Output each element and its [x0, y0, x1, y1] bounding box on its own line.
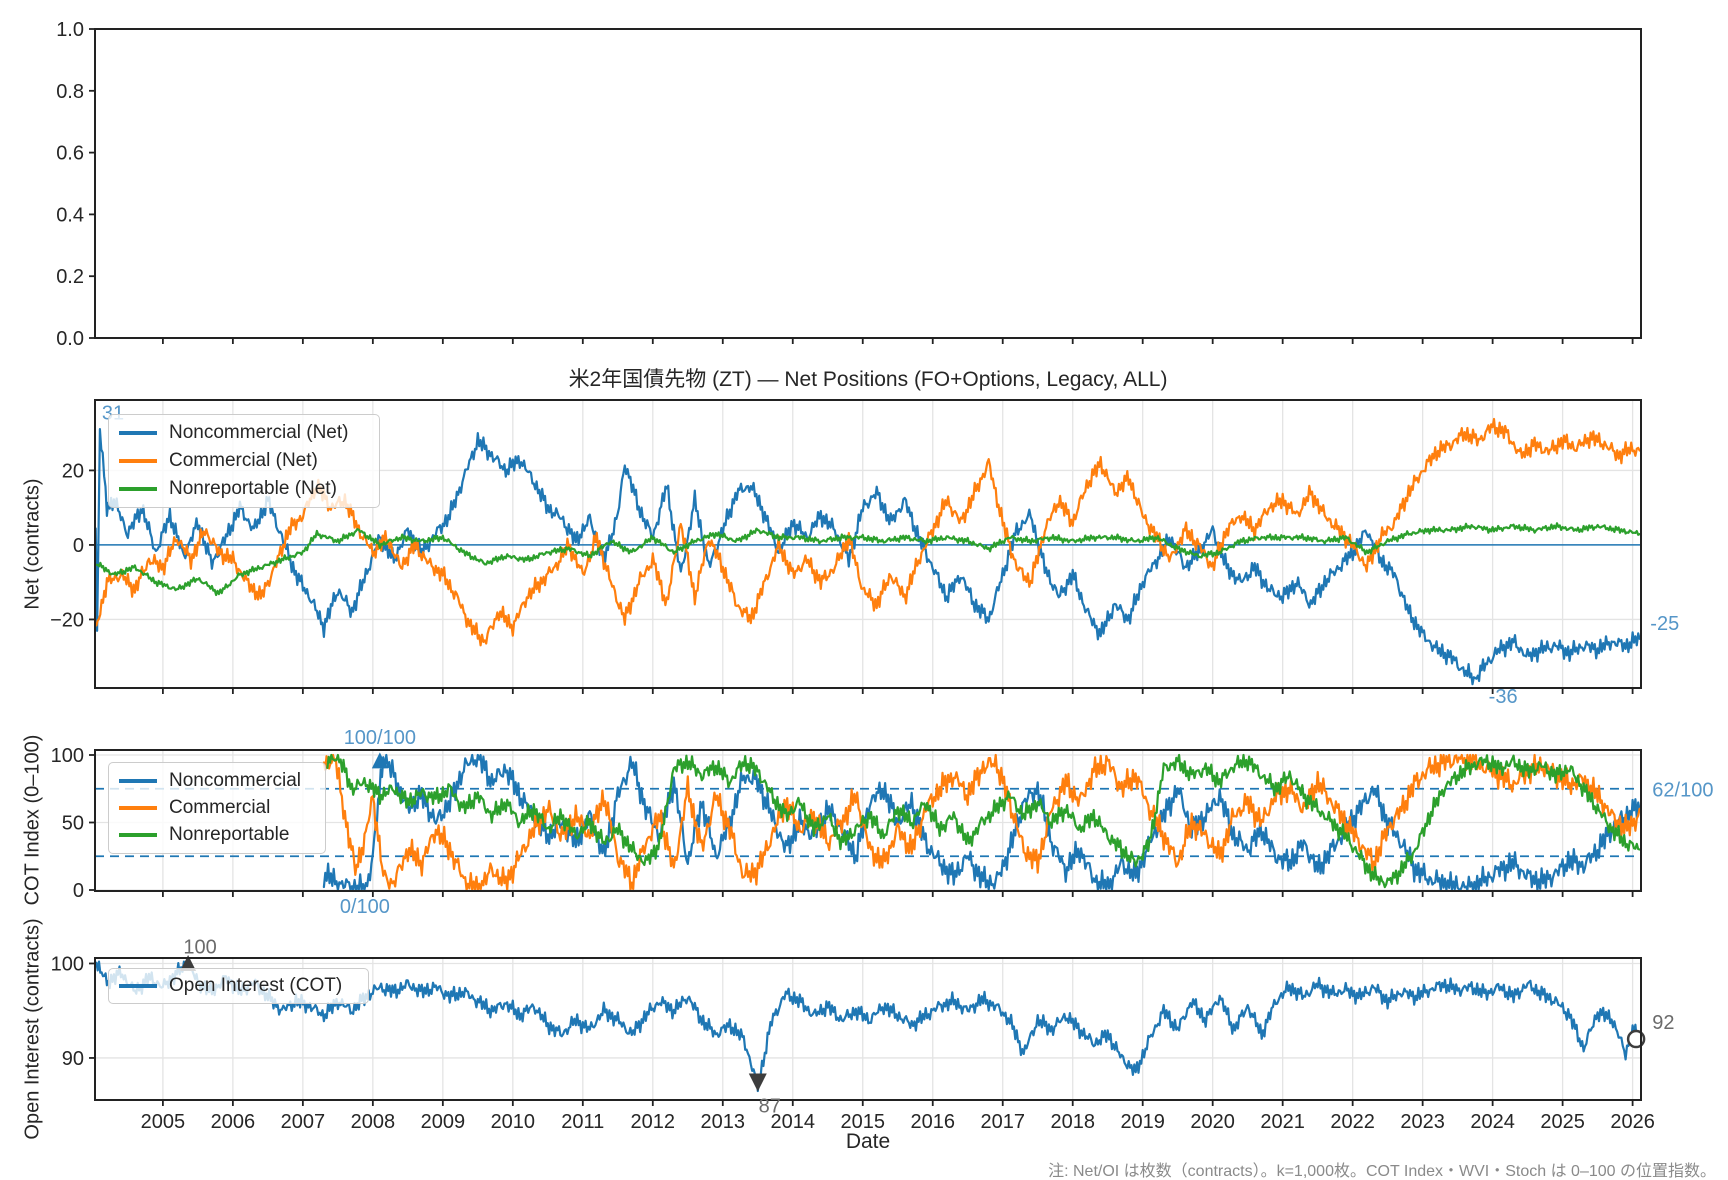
legend-label: Open Interest (COT): [169, 975, 343, 996]
y-tick-label: 0.6: [56, 143, 84, 165]
subplot-2: 0 50 100 100/100 0/100 62/100: [51, 727, 1714, 918]
x-tick-label: 2007: [281, 1111, 326, 1133]
y-tick-label: 1.0: [56, 19, 84, 41]
annotation-100/100: 100/100: [344, 727, 416, 749]
series-line: [94, 428, 1641, 686]
series-line: [95, 522, 1641, 597]
legend-item-noncommercial-net: Noncommercial (Net): [119, 422, 369, 444]
max-marker-icon: [371, 752, 388, 769]
y-axis-label-net: Net (contracts): [21, 478, 44, 610]
y-tick-label: 0.0: [56, 328, 84, 350]
legend-label: Noncommercial (Net): [169, 422, 349, 443]
tick-marks: [89, 962, 1634, 1106]
line-swatch-blue-icon: [119, 778, 157, 783]
line-swatch-blue-icon: [119, 431, 157, 435]
series-line: [322, 753, 1641, 892]
x-tick-label: 2015: [841, 1111, 886, 1133]
y-tick-label: 0.8: [56, 81, 84, 103]
annotation-87: 87: [759, 1096, 781, 1118]
y-tick-label: 100: [51, 745, 84, 767]
annotation-92: 92: [1652, 1012, 1674, 1034]
x-tick-label: 2013: [701, 1111, 746, 1133]
legend-item-nonreportable-net: Nonreportable (Net): [119, 478, 369, 500]
annotation-100: 100: [183, 937, 216, 959]
y-tick-label: 0: [73, 535, 84, 557]
subplot-0: 0.0 0.2 0.4 0.6 0.8 1.0: [56, 19, 1642, 350]
footnote: 注: Net/OI は枚数（contracts）。k=1,000枚。COT In…: [1048, 1163, 1716, 1180]
subplot-1: −2002031-25-36: [50, 399, 1679, 708]
x-tick-label: 2017: [980, 1111, 1025, 1133]
line-swatch-blue-icon: [119, 984, 157, 988]
x-tick-label: 2010: [491, 1111, 536, 1133]
legend-cot-index: Noncommercial Commercial Nonreportable: [108, 762, 326, 854]
series-line: [326, 753, 1641, 889]
x-tick-label: 2019: [1120, 1111, 1165, 1133]
legend-item-commercial-net: Commercial (Net): [119, 450, 369, 472]
x-tick-label: 2005: [141, 1111, 186, 1133]
x-tick-label: 2023: [1400, 1111, 1445, 1133]
legend-label: Nonreportable (Net): [169, 478, 337, 499]
legend-item-noncommercial: Noncommercial: [119, 770, 315, 792]
y-tick-label: 20: [62, 460, 84, 482]
annotation-62/100: 62/100: [1652, 779, 1713, 801]
legend-label: Nonreportable: [169, 824, 290, 846]
y-tick-label: 100: [51, 953, 84, 975]
y-tick-label: −20: [50, 609, 84, 631]
x-tick-label: 2016: [910, 1111, 955, 1133]
legend-net-positions: Noncommercial (Net) Commercial (Net) Non…: [108, 414, 380, 508]
y-axis-label-open-interest: Open Interest (contracts): [21, 918, 44, 1140]
tick-marks: [89, 469, 1634, 694]
x-tick-label: 2012: [631, 1111, 676, 1133]
x-tick-label: 2024: [1470, 1111, 1515, 1133]
annotation-0/100: 0/100: [340, 896, 390, 918]
x-tick-label: 2011: [561, 1111, 604, 1133]
series-line: [95, 960, 1641, 1093]
axes-frame: [94, 749, 1642, 892]
series-line: [95, 417, 1641, 647]
x-tick-label: 2018: [1050, 1111, 1095, 1133]
y-tick-label: 50: [62, 812, 84, 834]
y-axis-label-cot-index: COT Index (0–100): [21, 734, 44, 906]
x-tick-label: 2006: [211, 1111, 256, 1133]
x-tick-label: 2020: [1190, 1111, 1235, 1133]
subplot-3: 90 100 2005 2006 2007 2008 2009 2010 2011 2012 201…: [51, 937, 1675, 1133]
x-tick-label: 2026: [1610, 1111, 1655, 1133]
min-marker-icon: [748, 1073, 767, 1092]
tick-marks: [89, 28, 1634, 344]
x-tick-label: 2021: [1260, 1111, 1305, 1133]
chart-title: 米2年国債先物 (ZT) — Net Positions (FO+Options…: [568, 368, 1168, 391]
x-tick-label: 2022: [1330, 1111, 1375, 1133]
y-tick-label: 0.2: [56, 266, 84, 288]
y-tick-label: 0: [73, 880, 84, 902]
legend-label: Commercial: [169, 796, 271, 818]
x-tick-label: 2025: [1540, 1111, 1585, 1133]
legend-item-commercial: Commercial: [119, 797, 315, 819]
x-tick-label: 2014: [771, 1111, 816, 1133]
x-axis-label: Date: [845, 1130, 891, 1153]
line-swatch-orange-icon: [119, 459, 157, 463]
line-swatch-orange-icon: [119, 805, 157, 810]
legend-item-nonreportable: Nonreportable: [119, 824, 315, 846]
legend-label: Noncommercial: [169, 769, 301, 791]
axes-frame: [94, 957, 1642, 1101]
legend-open-interest: Open Interest (COT): [108, 968, 369, 1004]
axes-frame: [94, 28, 1642, 339]
y-tick-label: 0.4: [56, 204, 84, 226]
tick-marks: [89, 754, 1634, 897]
x-tick-label: 2009: [421, 1111, 466, 1133]
max-marker-icon: [180, 955, 197, 972]
legend-label: Commercial (Net): [169, 450, 318, 471]
line-swatch-green-icon: [119, 833, 157, 838]
x-tick-label: 2008: [351, 1111, 396, 1133]
line-swatch-green-icon: [119, 487, 157, 491]
y-tick-label: 90: [62, 1048, 84, 1070]
annotation--36: -36: [1489, 686, 1518, 708]
annotation--25: -25: [1650, 613, 1679, 635]
series-line: [322, 753, 1641, 892]
legend-item-open-interest: Open Interest (COT): [119, 975, 358, 997]
axes-frame: [94, 399, 1642, 689]
